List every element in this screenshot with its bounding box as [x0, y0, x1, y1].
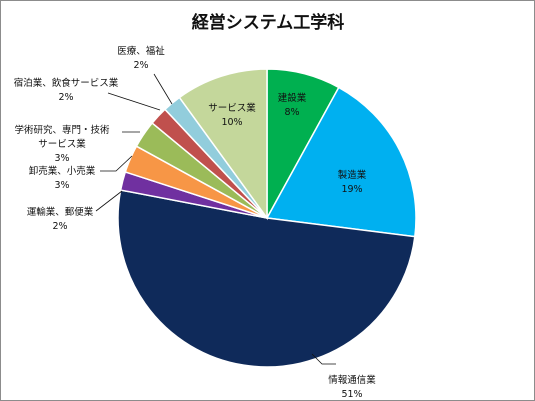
pie-slices: [117, 68, 417, 368]
leader-line-2: [311, 353, 336, 365]
slice-labels: 建設業 8% 製造業 19% 情報通信業 51% 運輸業、郵便業 2% 卸売業、小売業 3%学術研…: [14, 45, 377, 400]
pie-slice-8: [178, 68, 268, 221]
slice-label-4: 卸売業、小売業 3%: [29, 165, 96, 191]
leader-line-3: [95, 190, 123, 212]
leader-line-4: [100, 155, 133, 172]
slice-label-0: 建設業 8%: [278, 92, 307, 118]
slice-label-1: 製造業 19%: [338, 169, 367, 195]
leader-line-7: [153, 73, 173, 105]
chart-title: 経営システム工学科: [192, 12, 345, 33]
slice-label-8: サービス業 10%: [208, 102, 256, 128]
slice-label-5: 学術研究、専門・技術サービス業 3%: [14, 124, 110, 164]
slice-label-2: 情報通信業 51%: [328, 374, 376, 400]
slice-label-3: 運輸業、郵便業 2%: [27, 206, 94, 232]
slice-label-7: 医療、福祉 2%: [117, 45, 165, 71]
leader-lines: [95, 73, 336, 365]
pie-slice-1: [265, 86, 417, 238]
pie-slice-2: [117, 189, 416, 368]
slice-label-6: 宿泊業、飲食サービス業 2%: [14, 77, 119, 103]
leader-line-6: [107, 92, 161, 111]
